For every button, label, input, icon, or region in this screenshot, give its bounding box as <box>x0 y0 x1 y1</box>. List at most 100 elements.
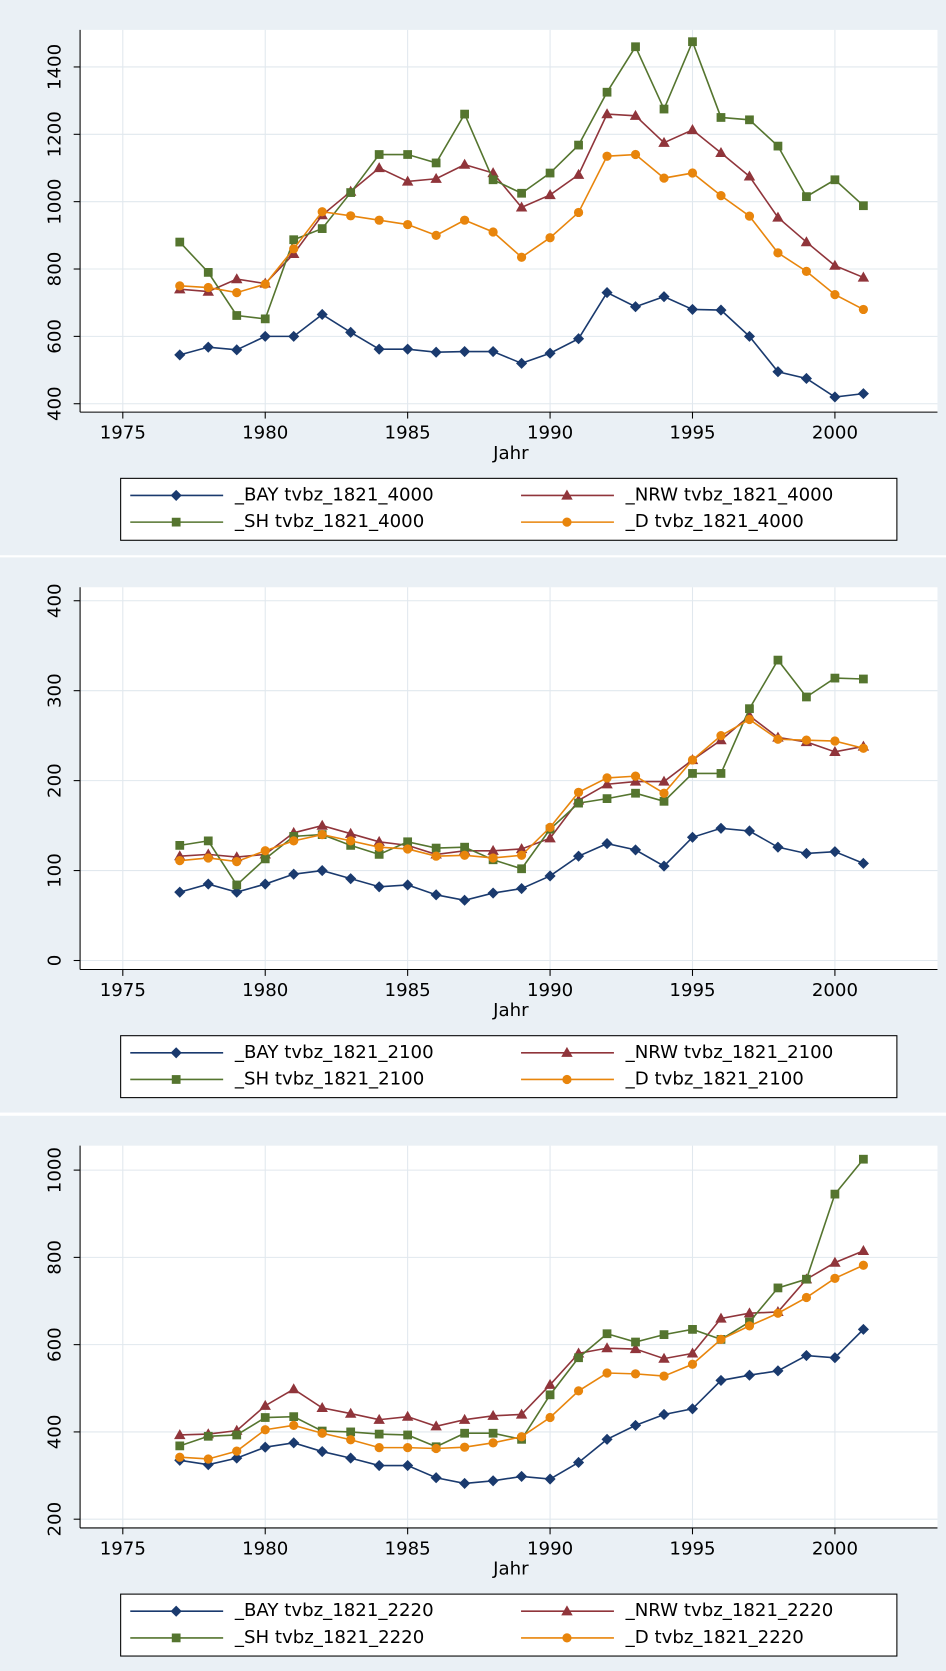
marker <box>744 1321 755 1331</box>
marker <box>544 1473 556 1485</box>
marker <box>687 1359 698 1369</box>
marker <box>631 788 640 798</box>
marker <box>544 832 556 843</box>
marker <box>232 1446 242 1456</box>
marker <box>517 864 526 874</box>
y-tick-label: 800 <box>45 1240 66 1275</box>
marker <box>431 230 441 240</box>
marker <box>629 301 642 313</box>
marker <box>459 1477 471 1489</box>
marker <box>544 347 556 359</box>
legend-box <box>120 1593 898 1657</box>
y-tick-label: 1000 <box>45 1147 66 1193</box>
marker <box>659 1330 669 1339</box>
marker <box>516 882 528 895</box>
marker <box>346 1427 356 1437</box>
y-tick-label: 800 <box>45 252 66 287</box>
y-tick-label: 1000 <box>45 179 66 225</box>
marker <box>460 842 469 852</box>
marker <box>573 207 584 218</box>
marker <box>800 847 812 860</box>
marker <box>688 1324 697 1334</box>
marker <box>316 308 328 321</box>
marker <box>345 873 357 885</box>
marker <box>259 330 271 342</box>
marker <box>287 1383 300 1394</box>
plot-area <box>80 1145 938 1528</box>
marker <box>801 735 812 745</box>
marker <box>373 343 385 355</box>
x-axis-title: Jahr <box>492 1000 529 1021</box>
marker <box>857 857 869 869</box>
legend-box <box>120 477 898 541</box>
marker <box>402 1459 414 1472</box>
marker <box>544 1378 556 1389</box>
marker <box>373 881 385 893</box>
marker <box>743 1307 756 1318</box>
marker <box>687 755 698 765</box>
marker <box>316 1445 328 1458</box>
marker <box>515 201 528 212</box>
marker <box>459 894 471 906</box>
marker <box>373 1413 385 1424</box>
marker <box>203 1454 213 1464</box>
marker <box>346 211 356 221</box>
marker <box>772 1365 784 1377</box>
marker <box>572 1456 585 1469</box>
marker <box>602 87 612 97</box>
marker <box>402 343 414 355</box>
marker <box>430 346 442 358</box>
marker <box>174 1429 186 1440</box>
marker <box>601 778 613 789</box>
marker <box>202 341 214 353</box>
x-axis-title: Jahr <box>492 443 529 464</box>
marker <box>260 1425 270 1435</box>
marker <box>659 104 669 114</box>
marker <box>773 248 783 258</box>
marker <box>830 289 840 300</box>
marker <box>744 211 755 221</box>
marker <box>260 1413 270 1422</box>
marker <box>858 304 869 315</box>
marker <box>203 836 213 846</box>
y-tick-label: 1400 <box>45 44 66 90</box>
marker <box>773 141 783 151</box>
marker <box>316 819 328 830</box>
marker <box>317 224 327 233</box>
y-tick-label: 200 <box>45 763 66 798</box>
marker <box>772 841 784 853</box>
marker <box>232 311 242 320</box>
marker <box>402 879 414 891</box>
marker <box>801 266 812 276</box>
x-tick-label: 1985 <box>385 423 431 444</box>
marker <box>517 188 526 198</box>
marker <box>857 1323 869 1335</box>
legend-marker <box>561 1605 573 1616</box>
marker <box>801 1292 812 1303</box>
marker <box>545 1412 555 1423</box>
marker <box>857 271 870 282</box>
legend-label: _BAY tvbz_1821_2100 <box>234 1042 434 1063</box>
marker <box>859 674 868 684</box>
marker <box>544 189 556 200</box>
marker <box>260 846 270 856</box>
marker <box>658 291 670 303</box>
marker <box>430 1420 442 1431</box>
marker <box>488 853 498 863</box>
marker <box>460 1428 469 1438</box>
y-tick-label: 0 <box>45 955 66 967</box>
marker <box>858 743 869 753</box>
legend-label: _NRW tvbz_1821_4000 <box>625 484 834 505</box>
marker <box>773 734 783 744</box>
marker <box>629 1343 642 1354</box>
marker <box>716 1334 726 1345</box>
x-tick-label: 1990 <box>527 980 573 1001</box>
marker <box>488 1438 498 1448</box>
marker <box>175 1452 185 1462</box>
marker <box>458 158 471 169</box>
legend-marker <box>171 517 181 527</box>
marker <box>203 282 213 293</box>
marker <box>345 326 357 338</box>
marker <box>800 1349 812 1362</box>
